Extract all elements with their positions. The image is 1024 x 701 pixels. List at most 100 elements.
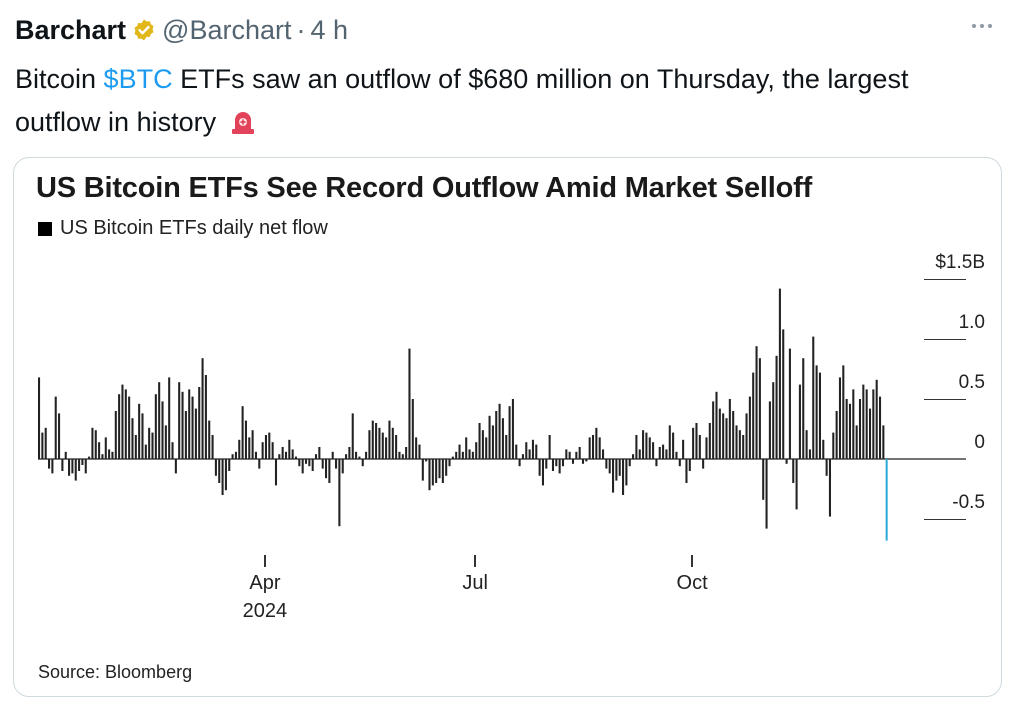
- bar: [875, 379, 878, 459]
- bar: [511, 399, 514, 459]
- bar: [618, 459, 621, 476]
- bar: [238, 439, 241, 459]
- bar: [632, 454, 635, 459]
- bar: [244, 420, 247, 459]
- rotating-light-emoji-icon: [231, 112, 254, 134]
- y-tick-label: $1.5B: [935, 252, 985, 273]
- bar: [685, 459, 688, 483]
- bar: [425, 459, 428, 462]
- bar: [311, 459, 314, 471]
- bar-plot: [38, 288, 966, 541]
- bar: [491, 425, 494, 459]
- bar: [101, 454, 104, 459]
- bar: [812, 336, 815, 459]
- bar: [268, 432, 271, 459]
- y-tick-label: -0.5: [952, 492, 985, 513]
- bar: [555, 459, 558, 467]
- bar: [51, 459, 54, 474]
- chart-card[interactable]: US Bitcoin ETFs See Record Outflow Amid …: [13, 157, 1002, 697]
- bar: [508, 406, 511, 459]
- bar: [224, 459, 227, 491]
- bar: [715, 391, 718, 459]
- bar: [198, 387, 201, 459]
- bar: [271, 442, 274, 459]
- bar: [64, 451, 67, 459]
- bar: [248, 437, 251, 459]
- more-options-icon[interactable]: [972, 16, 1000, 36]
- bar: [645, 432, 648, 459]
- bar: [578, 447, 581, 459]
- bar: [698, 435, 701, 459]
- x-tick-label: Jul: [462, 572, 488, 594]
- bar: [191, 396, 194, 459]
- bar: [351, 413, 354, 459]
- bar: [401, 454, 404, 459]
- bar: [114, 411, 117, 459]
- bar: [174, 459, 177, 474]
- bar: [788, 348, 791, 459]
- cashtag-link[interactable]: $BTC: [103, 64, 173, 94]
- bar: [194, 408, 197, 459]
- bar: [648, 437, 651, 459]
- legend-swatch: [38, 221, 52, 236]
- bar: [415, 437, 418, 459]
- bar: [234, 451, 237, 459]
- bar: [692, 427, 695, 459]
- bar: [862, 384, 865, 459]
- bar: [461, 451, 464, 459]
- bar: [702, 459, 705, 469]
- bar: [371, 420, 374, 459]
- bar: [445, 459, 448, 476]
- bar: [258, 459, 261, 469]
- bar: [294, 456, 298, 459]
- bar: [398, 451, 401, 459]
- bar: [478, 423, 481, 459]
- x-tick-label: Apr: [249, 572, 281, 594]
- bar: [635, 435, 638, 459]
- bar: [868, 408, 872, 459]
- bar: [531, 439, 534, 459]
- bar: [792, 459, 795, 483]
- bar: [518, 459, 521, 467]
- bar: [662, 444, 665, 459]
- bar: [221, 459, 224, 495]
- author-name[interactable]: Barchart: [15, 14, 127, 45]
- chart-legend: US Bitcoin ETFs daily net flow: [38, 217, 328, 240]
- y-tick-label: 0: [974, 432, 985, 453]
- bar: [161, 401, 164, 459]
- bar: [441, 459, 444, 483]
- bar: [668, 425, 671, 459]
- bar: [61, 459, 64, 471]
- verified-badge-icon: [134, 19, 154, 41]
- bar: [768, 401, 771, 459]
- bar: [735, 425, 738, 459]
- author-handle[interactable]: @Barchart: [162, 14, 292, 45]
- bar: [318, 447, 321, 459]
- bar: [545, 459, 548, 469]
- bar: [388, 420, 391, 459]
- bar: [128, 396, 131, 459]
- bar: [628, 459, 631, 467]
- bar: [154, 394, 157, 459]
- bar: [501, 418, 504, 459]
- bar: [672, 432, 675, 459]
- bar-record-outflow: [885, 459, 888, 541]
- bar: [865, 389, 868, 459]
- bar: [778, 288, 781, 459]
- bar: [411, 399, 414, 459]
- bar: [138, 403, 141, 459]
- bar: [548, 435, 551, 459]
- bar: [515, 444, 518, 459]
- bar: [745, 413, 748, 459]
- bar: [178, 382, 181, 459]
- bar: [301, 459, 304, 474]
- bar: [802, 358, 805, 459]
- bar: [84, 459, 87, 474]
- bar: [418, 444, 421, 459]
- tweet-text: Bitcoin $BTC ETFs saw an outflow of $680…: [15, 58, 975, 144]
- tweet-text-part2: ETFs saw an outflow of $680 million on T…: [15, 64, 909, 137]
- bar: [622, 459, 625, 495]
- tweet-timestamp[interactable]: 4 h: [310, 14, 349, 45]
- bar: [561, 459, 565, 467]
- bar: [104, 437, 107, 459]
